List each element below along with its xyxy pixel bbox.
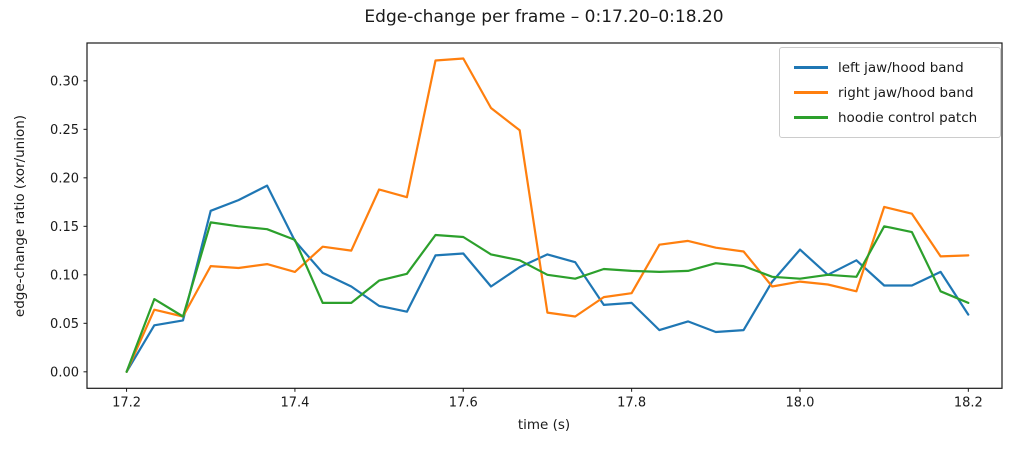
legend-label: right jaw/hood band — [838, 84, 974, 101]
y-axis: 0.00 0.05 0.10 0.15 0.20 0.25 0.30 — [50, 74, 87, 380]
legend-item-hoodie-control-patch: hoodie control patch — [788, 105, 992, 130]
x-tick-label: 17.8 — [617, 395, 646, 410]
y-tick-label: 0.15 — [50, 220, 79, 235]
axes-frame — [86, 42, 1003, 389]
legend-label: left jaw/hood band — [838, 59, 964, 76]
legend-line-swatch-orange — [794, 91, 828, 94]
legend-item-right-jaw-hood-band: right jaw/hood band — [788, 80, 992, 105]
series-left-jaw-hood-band — [125, 184, 970, 373]
y-tick-label: 0.20 — [50, 171, 79, 186]
series-hoodie-control-patch — [125, 221, 970, 373]
series-right-jaw-hood-band — [125, 57, 970, 373]
legend-line-swatch-green — [794, 116, 828, 119]
legend-line-swatch-blue — [794, 66, 828, 69]
legend-item-left-jaw-hood-band: left jaw/hood band — [788, 55, 992, 80]
x-axis: 17.2 17.4 17.6 17.8 18.0 18.2 — [112, 388, 983, 410]
legend-label: hoodie control patch — [838, 109, 978, 126]
x-tick-label: 18.0 — [785, 395, 814, 410]
y-tick-label: 0.00 — [50, 365, 79, 380]
x-axis-label: time (s) — [517, 417, 571, 433]
legend: left jaw/hood band right jaw/hood band h… — [779, 47, 1001, 138]
y-tick-label: 0.25 — [50, 123, 79, 138]
x-tick-label: 17.4 — [280, 395, 309, 410]
x-tick-label: 18.2 — [954, 395, 983, 410]
y-tick-label: 0.05 — [50, 317, 79, 332]
x-tick-label: 17.2 — [112, 395, 141, 410]
chart-title: Edge-change per frame – 0:17.20–0:18.20 — [364, 7, 724, 27]
y-tick-label: 0.30 — [50, 74, 79, 89]
x-tick-label: 17.6 — [449, 395, 478, 410]
y-tick-label: 0.10 — [50, 268, 79, 283]
